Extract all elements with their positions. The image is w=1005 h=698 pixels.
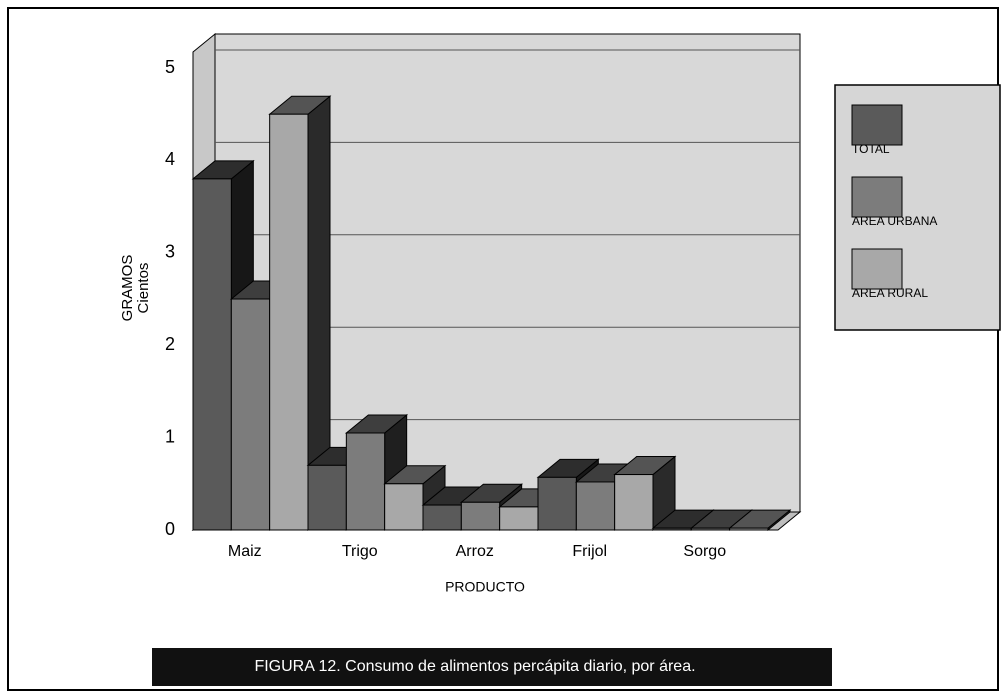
x-tick-label: Trigo: [342, 543, 378, 560]
y-axis-label: GRAMOS: [119, 255, 136, 322]
legend-label: AREA RURAL: [852, 286, 928, 300]
legend-label: TOTAL: [852, 142, 890, 156]
bar: [575, 481, 616, 531]
y-tick-label: 4: [165, 149, 175, 169]
x-tick-label: Frijol: [572, 543, 607, 560]
caption: FIGURA 12. Consumo de alimentos percápit…: [254, 658, 695, 675]
x-tick-label: Maiz: [228, 543, 262, 560]
bar: [614, 474, 654, 531]
x-tick-label: Arroz: [456, 543, 494, 560]
bar: [422, 504, 462, 531]
legend-swatch: [851, 248, 903, 290]
bar: [230, 298, 271, 531]
y-tick-label: 3: [165, 242, 175, 262]
y-tick-label: 2: [165, 334, 175, 354]
y-tick-label: 5: [165, 57, 175, 77]
x-tick-label: Sorgo: [683, 543, 726, 560]
bar: [499, 506, 539, 531]
caption-banner: [152, 648, 832, 686]
y-tick-label: 0: [165, 519, 175, 539]
legend-swatch: [851, 176, 903, 218]
bar: [537, 476, 577, 531]
bar: [652, 527, 692, 531]
legend-label: AREA URBANA: [852, 214, 937, 228]
bar: [269, 113, 309, 531]
bar: [345, 432, 386, 531]
bar: [690, 527, 731, 531]
x-axis-label: PRODUCTO: [445, 579, 525, 595]
bar: [729, 527, 769, 531]
bar: [384, 483, 424, 531]
bar: [192, 178, 232, 531]
bar: [307, 464, 347, 531]
bar: [460, 501, 501, 531]
plot: [191, 32, 802, 532]
y-tick-label: 1: [165, 426, 175, 446]
legend-swatch: [851, 104, 903, 146]
y-axis-unit: Cientos: [135, 263, 152, 314]
